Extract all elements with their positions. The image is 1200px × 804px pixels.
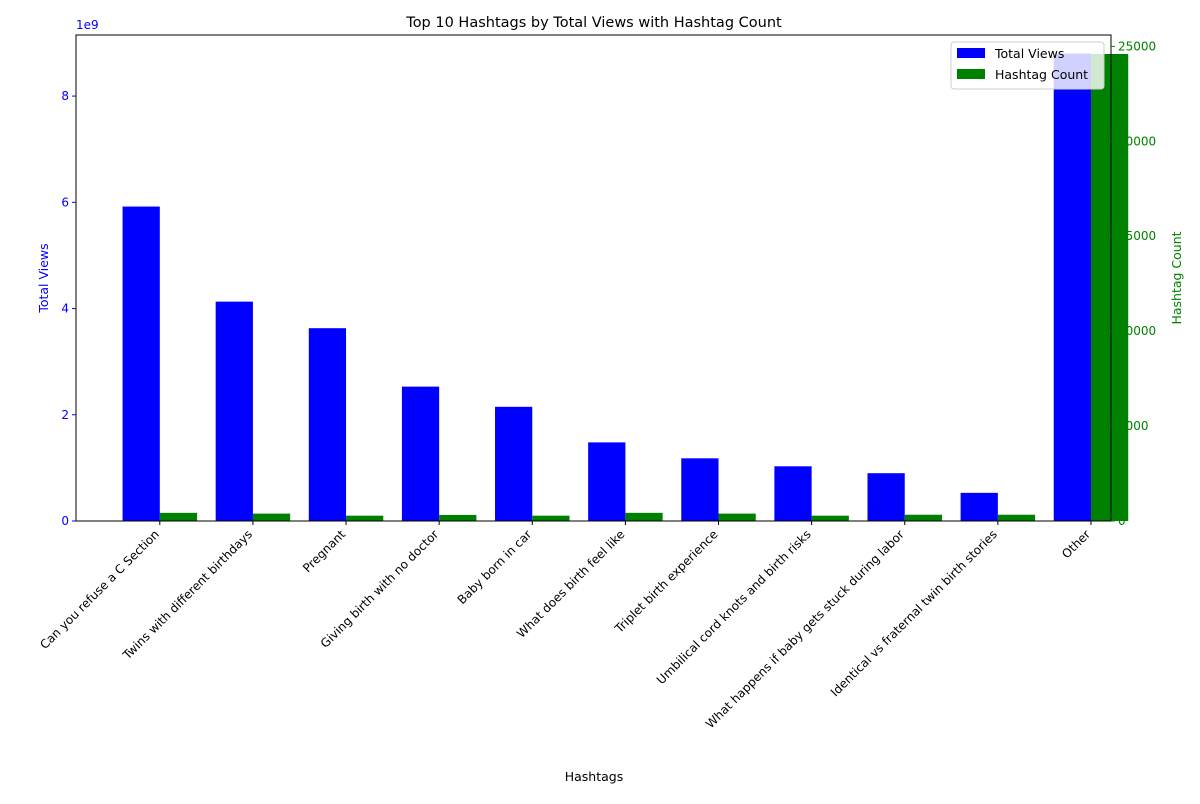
legend-label: Total Views [994, 46, 1064, 61]
legend-swatch [957, 69, 985, 79]
bar-hashtag-count [625, 512, 663, 521]
left-y-tick-label: 2 [61, 408, 69, 422]
bar-hashtag-count [718, 513, 756, 521]
right-y-tick-label: 25000 [1118, 39, 1156, 53]
right-y-tick-label: 10000 [1118, 324, 1156, 338]
bar-hashtag-count [997, 514, 1036, 521]
x-tick-label: Other [1059, 527, 1093, 561]
bar-hashtag-count [159, 512, 198, 521]
x-tick-label: Umbilical cord knots and birth risks [654, 527, 814, 687]
bar-hashtag-count [1090, 53, 1129, 521]
plot-frame [75, 34, 1112, 522]
legend-swatch [957, 48, 985, 58]
x-tick-label: Triplet birth experience [612, 527, 721, 636]
bar-hashtag-count [439, 514, 477, 521]
x-tick-label: What happens if baby gets stuck during l… [703, 527, 907, 731]
legend-label: Hashtag Count [995, 67, 1088, 82]
bar-hashtag-count [811, 515, 849, 521]
x-tick-label: Baby born in car [455, 527, 535, 607]
right-y-axis-label: Hashtag Count [1169, 231, 1184, 324]
bar-total-views [401, 386, 440, 521]
bar-hashtag-count [904, 514, 942, 521]
bar-hashtag-count [532, 515, 570, 521]
bar-hashtag-count [252, 513, 291, 521]
x-tick-label: What does birth feel like [514, 527, 627, 640]
bar-total-views [1053, 53, 1091, 522]
left-y-tick-label: 4 [61, 302, 69, 316]
bar-total-views [588, 442, 626, 521]
legend-box [950, 41, 1105, 90]
bar-total-views [774, 466, 812, 521]
x-axis-label: Hashtags [565, 769, 624, 784]
bar-total-views [215, 301, 253, 521]
bar-total-views [681, 458, 719, 521]
bar-total-views [867, 473, 905, 521]
left-y-tick-label: 8 [61, 89, 69, 103]
right-y-tick-label: 0 [1118, 514, 1126, 528]
bar-total-views [308, 328, 347, 521]
bar-hashtag-count [346, 515, 384, 521]
bar-total-views [122, 206, 160, 521]
chart-title: Top 10 Hashtags by Total Views with Hash… [405, 15, 782, 31]
x-tick-label: Pregnant [300, 527, 348, 575]
right-y-tick-label: 20000 [1118, 134, 1156, 148]
right-y-tick-label: 5000 [1118, 419, 1149, 433]
legend: Total Views Hashtag Count [950, 41, 1105, 90]
bars-layer [122, 53, 1129, 522]
left-y-tick-label: 0 [61, 514, 69, 528]
left-y-axis-label: Total Views [36, 243, 51, 313]
right-y-tick-label: 15000 [1118, 229, 1156, 243]
left-y-tick-label: 6 [61, 195, 69, 209]
left-axis-offset-text: 1e9 [76, 18, 99, 32]
bar-total-views [495, 406, 533, 521]
bar-total-views [960, 492, 998, 521]
x-tick-label: Identical vs fraternal twin birth storie… [828, 527, 1000, 699]
